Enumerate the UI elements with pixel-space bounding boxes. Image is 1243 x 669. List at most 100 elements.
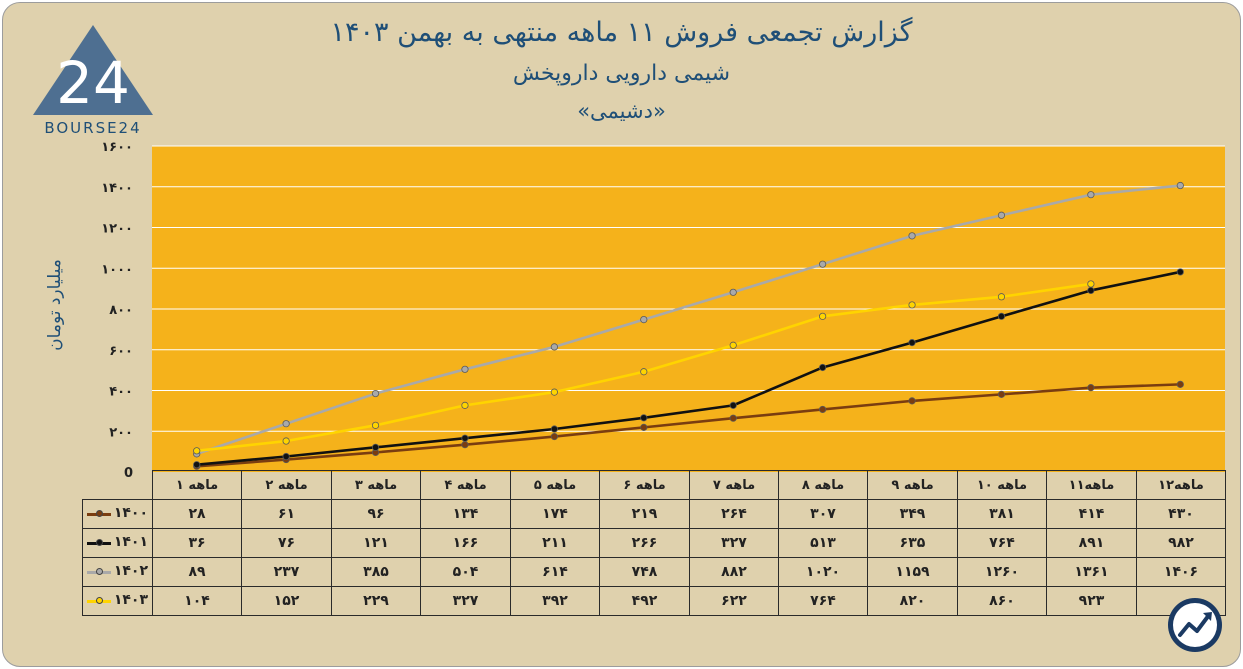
- series-line-0: [196, 383, 1181, 468]
- data-label: ۱۳۶۱: [1046, 557, 1137, 587]
- x-tick-label: ۹ ماهه: [867, 470, 958, 500]
- data-point: [997, 390, 1006, 398]
- x-tick-label: ۱۱ماهه: [1046, 470, 1137, 500]
- legend-swatch: [87, 568, 111, 575]
- data-label: ۶۲۲: [689, 586, 779, 616]
- data-label: ۲۱۹: [599, 499, 690, 529]
- data-point: [1087, 191, 1095, 199]
- data-point: [819, 363, 827, 372]
- legend-entry: ۱۴۰۰: [82, 499, 153, 529]
- data-point: [1087, 286, 1095, 295]
- data-label: ۱۰۲۰: [778, 557, 868, 587]
- series-line-1: [196, 270, 1181, 466]
- data-label: ۱۰۴: [152, 586, 242, 616]
- data-label: ۷۶۴: [957, 528, 1047, 558]
- data-label: ۴۱۴: [1046, 499, 1137, 529]
- y-tick-label: ۶۰۰: [109, 344, 133, 359]
- data-label: ۱۴۰۶: [1136, 557, 1226, 587]
- trend-badge-icon: [1168, 598, 1222, 652]
- series-line-2: [196, 184, 1181, 456]
- x-tick-label: ۲ ماهه: [241, 470, 332, 500]
- data-point: [640, 368, 648, 376]
- data-label: ۱۶۶: [420, 528, 511, 558]
- y-tick-label: ۱۴۰۰: [101, 181, 133, 196]
- legend-entry: ۱۴۰۱: [82, 528, 153, 558]
- data-point: [461, 441, 469, 449]
- data-label: ۳۰۷: [778, 499, 868, 529]
- table-row: ۱۴۰۳ ۱۰۴ ۱۵۲ ۲۲۹ ۳۲۷ ۳۹۲ ۴۹۲ ۶۲۲ ۷۶۴ ۸۲۰ ۸۶۰ ۹۲۳: [82, 586, 1226, 616]
- legend-entry: ۱۴۰۲: [82, 557, 153, 587]
- data-point: [819, 260, 827, 268]
- table-row: ۱۴۰۲ ۸۹ ۲۳۷ ۳۸۵ ۵۰۴ ۶۱۴ ۷۴۸ ۸۸۲ ۱۰۲۰ ۱۱۵۹ ۱۲۶۰ ۱۳۶۱…: [82, 557, 1226, 587]
- data-label: ۷۶: [241, 528, 332, 558]
- data-point: [908, 339, 916, 347]
- data-point: [461, 365, 469, 373]
- data-point: [997, 211, 1006, 219]
- data-point: [371, 443, 380, 451]
- x-tick-label: ۱۲ماهه: [1136, 470, 1226, 500]
- chart-subtitle-symbol: «دشیمی»: [577, 99, 666, 123]
- table-row: ۱۴۰۰ ۲۸ ۶۱ ۹۶ ۱۳۴ ۱۷۴ ۲۱۹ ۲۶۴ ۳۰۷ ۳۴۹ ۳۸۱ ۴۱۴ ۴۳۰: [82, 499, 1226, 529]
- y-tick-label: ۱۲۰۰: [101, 222, 133, 237]
- x-tick-label: ۱ ماهه: [152, 470, 242, 500]
- data-point: [908, 397, 916, 405]
- data-label: ۳۲۷: [689, 528, 779, 558]
- legend-swatch: [87, 510, 111, 517]
- data-label: ۹۲۳: [1046, 586, 1137, 616]
- y-tick-label: ۲۰۰: [109, 425, 133, 440]
- data-point: [908, 232, 916, 240]
- table-row: ۱۴۰۱ ۳۶ ۷۶ ۱۲۱ ۱۶۶ ۲۱۱ ۲۶۶ ۳۲۷ ۵۱۳ ۶۳۵ ۷۶۴ ۸۹۱ ۹۸۲: [82, 528, 1226, 558]
- data-label: ۶۱: [241, 499, 332, 529]
- y-tick-label: ۴۰۰: [109, 385, 133, 400]
- data-label: ۱۱۵۹: [867, 557, 958, 587]
- data-label: ۶۱۴: [510, 557, 600, 587]
- data-point: [461, 434, 469, 442]
- data-point: [371, 389, 380, 398]
- data-label: ۲۶۴: [689, 499, 779, 529]
- data-point: [550, 343, 558, 351]
- data-label: ۸۹: [152, 557, 242, 587]
- data-label: ۵۰۴: [420, 557, 511, 587]
- data-label: ۲۱۱: [510, 528, 600, 558]
- data-point: [371, 421, 380, 429]
- data-label: ۲۲۹: [331, 586, 421, 616]
- data-point: [819, 312, 827, 320]
- legend-label: ۱۴۰۰: [113, 505, 148, 521]
- data-point: [461, 401, 469, 409]
- category-header-row: ۱ ماهه ۲ ماهه ۳ ماهه ۴ ماهه ۵ ماهه ۶ ماهه ۷ ما…: [83, 470, 1226, 500]
- x-tick-label: ۵ ماهه: [510, 470, 600, 500]
- data-label: ۳۶: [152, 528, 242, 558]
- data-point: [550, 432, 558, 441]
- data-label: ۹۶: [331, 499, 421, 529]
- table-corner: [83, 471, 153, 500]
- data-label: ۲۳۷: [241, 557, 332, 587]
- data-label: ۴۳۰: [1136, 499, 1226, 529]
- legend-entry: ۱۴۰۳: [82, 586, 153, 616]
- data-label: ۴۹۲: [599, 586, 690, 616]
- data-point: [729, 341, 737, 349]
- y-tick-label: ۱۶۰۰: [101, 140, 133, 155]
- legend-swatch: [87, 597, 111, 604]
- data-point: [282, 420, 290, 428]
- data-label: ۷۴۸: [599, 557, 690, 587]
- legend-swatch: [87, 539, 111, 546]
- chart-subtitle-company: شیمی دارویی داروپخش: [512, 61, 731, 86]
- legend-label: ۱۴۰۳: [113, 592, 148, 608]
- data-label: ۶۳۵: [867, 528, 958, 558]
- x-tick-label: ۸ ماهه: [778, 470, 868, 500]
- legend-label: ۱۴۰۲: [113, 563, 148, 579]
- series-markers: [193, 181, 1184, 470]
- data-label: ۵۱۳: [778, 528, 868, 558]
- data-point: [640, 423, 648, 431]
- legend-label: ۱۴۰۱: [113, 534, 148, 550]
- data-point: [1087, 280, 1095, 288]
- data-label: ۱۷۴: [510, 499, 600, 529]
- data-label: ۳۸۵: [331, 557, 421, 587]
- data-table: ۱ ماهه ۲ ماهه ۳ ماهه ۴ ماهه ۵ ماهه ۶ ماهه ۷ ما…: [82, 470, 1226, 616]
- bourse24-logo-icon: 24: [33, 25, 153, 117]
- data-point: [1176, 380, 1184, 388]
- data-label: ۱۳۴: [420, 499, 511, 529]
- data-point: [729, 401, 737, 409]
- data-label: ۹۸۲: [1136, 528, 1226, 558]
- data-point: [550, 388, 558, 396]
